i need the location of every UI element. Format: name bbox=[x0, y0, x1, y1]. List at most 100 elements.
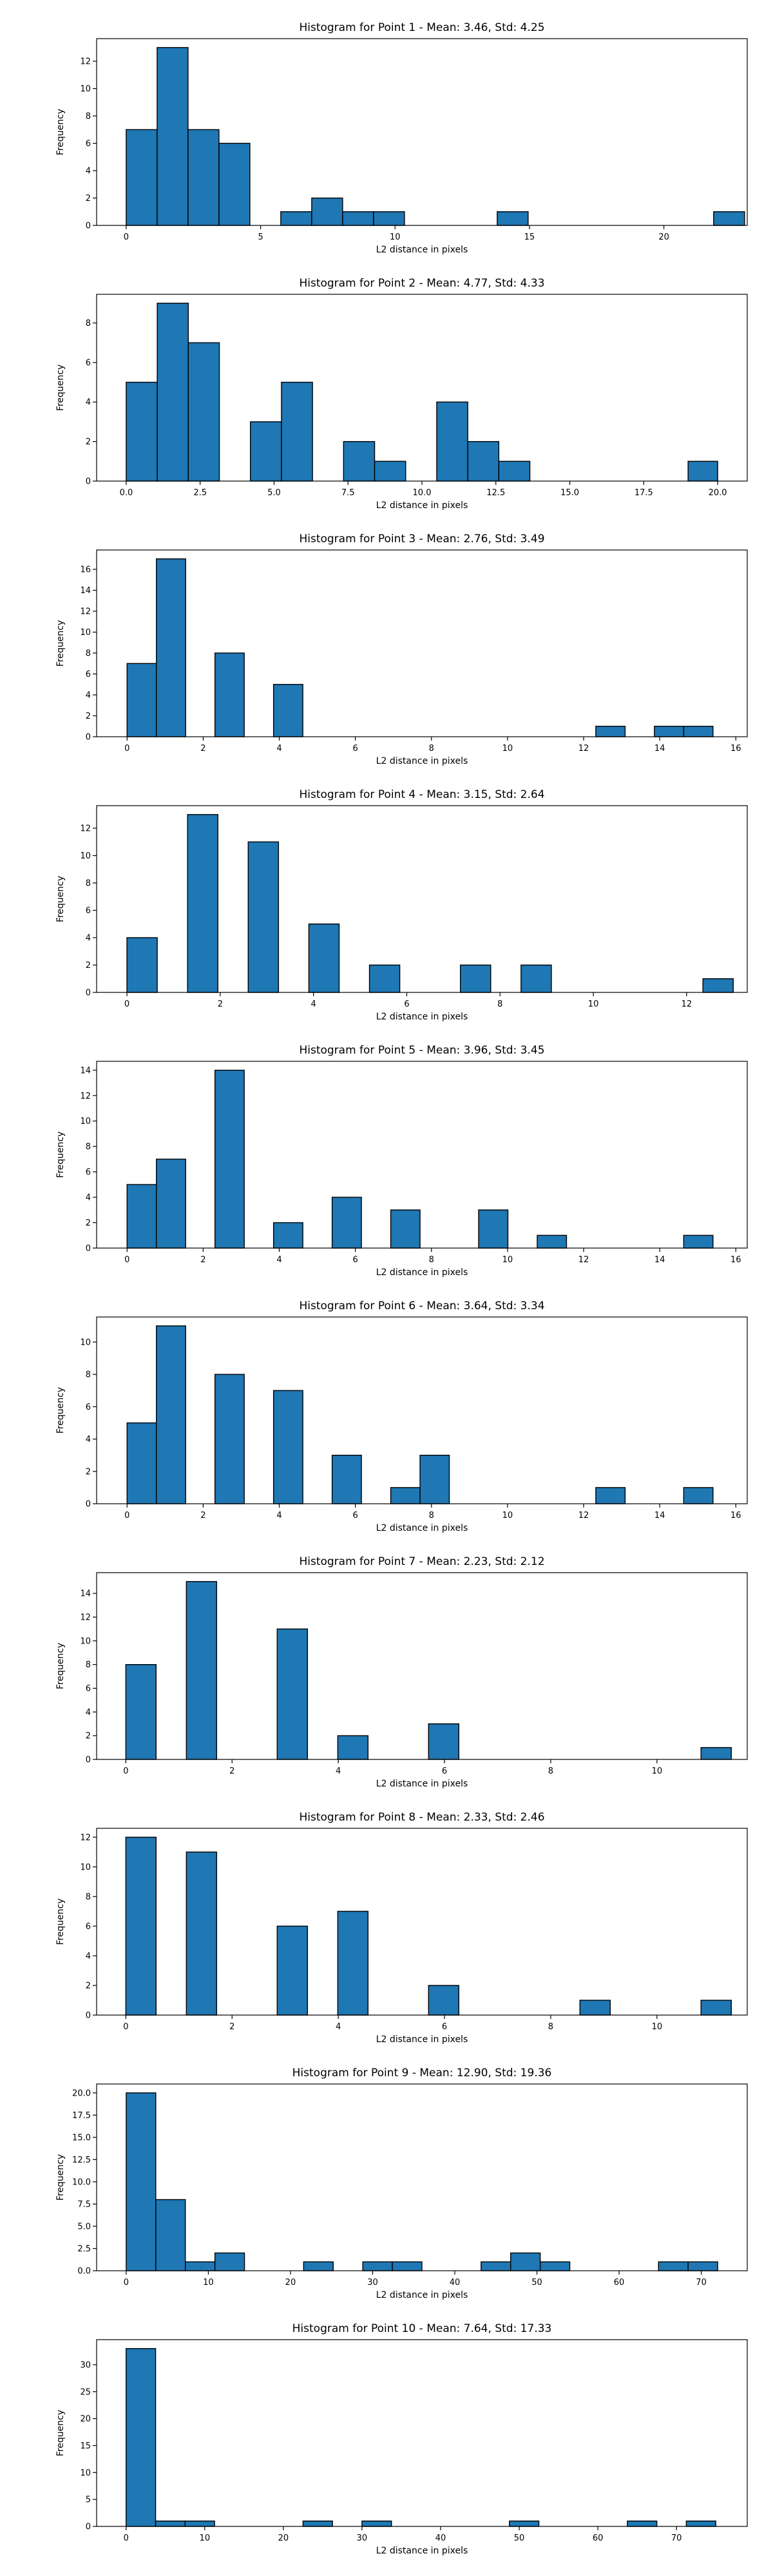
x-tick-label: 16 bbox=[730, 744, 741, 753]
y-tick-label: 4 bbox=[86, 167, 91, 176]
axes-frame bbox=[96, 1572, 748, 1760]
histogram-bar bbox=[460, 964, 491, 993]
x-tick-label: 5 bbox=[258, 232, 263, 242]
chart-title: Histogram for Point 10 - Mean: 7.64, Std… bbox=[292, 2322, 552, 2335]
chart-title: Histogram for Point 5 - Mean: 3.96, Std:… bbox=[299, 1044, 544, 1057]
y-tick-label: 6 bbox=[86, 670, 91, 679]
chart-panel-4: Histogram for Point 4 - Mean: 3.15, Std:… bbox=[55, 788, 748, 1022]
histogram-bar bbox=[331, 1454, 362, 1504]
histogram-bar bbox=[187, 129, 220, 226]
histogram-bar bbox=[683, 1487, 714, 1504]
histogram-bar bbox=[185, 2261, 216, 2271]
y-tick-label: 0 bbox=[86, 2011, 91, 2021]
axes-frame bbox=[96, 2083, 748, 2271]
y-tick-label: 12 bbox=[80, 1613, 91, 1623]
x-tick-label: 0 bbox=[124, 1255, 129, 1265]
histogram-bar bbox=[392, 2261, 423, 2271]
histogram-bar bbox=[537, 1235, 568, 1249]
histogram-bar bbox=[302, 2520, 333, 2527]
histogram-bar bbox=[373, 211, 405, 226]
chart-panel-8: Histogram for Point 8 - Mean: 2.33, Std:… bbox=[55, 1811, 748, 2045]
x-tick-label: 70 bbox=[671, 2533, 682, 2543]
histogram-bar bbox=[342, 211, 374, 226]
x-tick-label: 4 bbox=[276, 1255, 282, 1265]
y-tick-label: 14 bbox=[80, 1066, 91, 1075]
x-axis-label: L2 distance in pixels bbox=[376, 1012, 468, 1022]
y-tick-label: 6 bbox=[86, 358, 91, 368]
histogram-bar bbox=[595, 726, 626, 737]
y-tick-label: 2.5 bbox=[77, 2244, 91, 2254]
histogram-bar bbox=[713, 211, 745, 226]
chart-title: Histogram for Point 3 - Mean: 2.76, Std:… bbox=[299, 533, 544, 545]
x-tick-label: 4 bbox=[336, 2022, 341, 2032]
histogram-bar bbox=[247, 841, 280, 993]
histogram-bar bbox=[654, 726, 685, 737]
histogram-bar bbox=[428, 1723, 460, 1760]
histogram-bar bbox=[303, 2261, 334, 2271]
axes-frame bbox=[96, 1828, 748, 2016]
histogram-bar bbox=[343, 440, 376, 482]
y-tick-label: 12 bbox=[80, 1092, 91, 1101]
x-tick-label: 6 bbox=[404, 999, 409, 1009]
histogram-bar bbox=[683, 1235, 714, 1249]
axes-frame bbox=[96, 38, 748, 226]
y-tick-label: 6 bbox=[86, 139, 91, 149]
y-tick-label: 8 bbox=[86, 879, 91, 889]
histogram-bar bbox=[428, 1985, 460, 2016]
histogram-bar bbox=[685, 2520, 716, 2527]
histogram-bar bbox=[374, 460, 406, 482]
x-tick-label: 12 bbox=[578, 744, 589, 753]
axes-frame bbox=[96, 1316, 748, 1504]
x-tick-label: 0 bbox=[123, 1766, 128, 1776]
histogram-bar bbox=[156, 558, 186, 737]
y-tick-label: 6 bbox=[86, 1684, 91, 1694]
histogram-bar bbox=[467, 440, 500, 482]
x-tick-label: 0 bbox=[124, 1511, 129, 1520]
histogram-bar bbox=[272, 684, 303, 737]
y-tick-label: 15.0 bbox=[72, 2133, 91, 2143]
histogram-bar bbox=[126, 663, 157, 737]
histogram-bar bbox=[272, 1390, 303, 1504]
histogram-bar bbox=[498, 460, 531, 482]
histogram-bar bbox=[702, 978, 734, 993]
y-tick-label: 8 bbox=[86, 1142, 91, 1152]
x-tick-label: 0 bbox=[124, 999, 129, 1009]
histogram-bar bbox=[687, 460, 718, 482]
y-tick-label: 0 bbox=[86, 477, 91, 487]
y-axis-label: Frequency bbox=[55, 620, 66, 667]
histogram-bar bbox=[311, 197, 343, 226]
histogram-bar bbox=[187, 814, 218, 993]
x-tick-label: 8 bbox=[548, 1766, 553, 1776]
x-tick-label: 2 bbox=[200, 744, 205, 753]
x-tick-label: 2 bbox=[229, 1766, 234, 1776]
histogram-bar bbox=[214, 2252, 245, 2271]
histogram-bar bbox=[156, 1159, 186, 1249]
histogram-bar bbox=[126, 1184, 157, 1249]
histogram-bar bbox=[510, 2252, 541, 2271]
histogram-bar bbox=[331, 1197, 362, 1249]
histogram-bar bbox=[250, 421, 282, 482]
y-tick-label: 4 bbox=[86, 1193, 91, 1203]
y-tick-label: 30 bbox=[80, 2360, 91, 2370]
y-tick-label: 10 bbox=[80, 1338, 91, 1347]
x-tick-label: 8 bbox=[497, 999, 502, 1009]
chart-title: Histogram for Point 1 - Mean: 3.46, Std:… bbox=[299, 21, 544, 34]
x-tick-label: 60 bbox=[614, 2278, 625, 2287]
y-tick-label: 12 bbox=[80, 607, 91, 617]
x-tick-label: 0 bbox=[123, 2022, 128, 2032]
x-tick-label: 4 bbox=[276, 744, 282, 753]
y-tick-label: 6 bbox=[86, 906, 91, 916]
y-axis-label: Frequency bbox=[55, 1387, 66, 1434]
chart-panel-3: Histogram for Point 3 - Mean: 2.76, Std:… bbox=[55, 533, 748, 766]
x-tick-label: 2.5 bbox=[193, 488, 207, 498]
x-tick-label: 6 bbox=[352, 1255, 358, 1265]
y-tick-label: 8 bbox=[86, 319, 91, 328]
x-tick-label: 5.0 bbox=[267, 488, 281, 498]
y-tick-label: 2 bbox=[86, 1981, 91, 1991]
histogram-bar bbox=[157, 47, 189, 226]
histogram-bar bbox=[481, 2261, 511, 2271]
x-tick-label: 0 bbox=[124, 2533, 129, 2543]
y-tick-label: 4 bbox=[86, 1435, 91, 1444]
histogram-bar bbox=[337, 1735, 369, 1760]
